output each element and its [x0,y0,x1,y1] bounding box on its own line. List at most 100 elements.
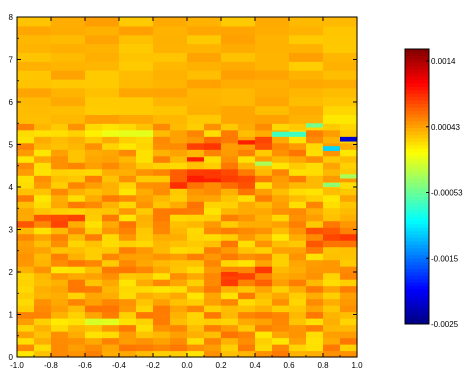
heatmap-cell [289,17,324,27]
heatmap-cell [340,285,358,293]
heatmap-cell [34,194,52,202]
heatmap-cell [221,279,239,287]
heatmap-cell [102,175,120,183]
heatmap-anomaly-cell [323,182,340,187]
heatmap-cell [255,155,273,163]
heatmap-cell [323,17,358,27]
heatmap-cell [153,149,171,157]
heatmap-cell [34,279,52,287]
heatmap-cell [119,129,137,137]
heatmap-cell [119,266,137,274]
heatmap-cell [136,220,154,228]
heatmap-cell [119,142,137,150]
heatmap-cell [68,227,86,235]
heatmap-cell [119,17,154,27]
colorbar-tick-label: 0.0014 [431,57,456,66]
heatmap-cell [170,298,188,306]
heatmap-cell [323,311,341,319]
heatmap-cell [153,114,188,124]
heatmap-cell [102,194,120,202]
heatmap-cell [170,272,188,280]
colorbar-segment [405,299,429,304]
heatmap-cell [85,285,103,293]
heatmap-cell [221,311,239,319]
heatmap-cell [204,136,222,144]
x-axis: -1.0 -0.8 -0.6 -0.4 -0.2 0.0 0.2 0.4 0.6 0.8 1.0 [10,17,363,370]
heatmap-cell [136,266,154,274]
heatmap-cell [85,175,103,183]
heatmap-cell [238,246,256,254]
heatmap-cell [289,279,307,287]
heatmap-cell [34,142,52,150]
heatmap-cell [221,105,256,115]
heatmap-cell [17,162,35,170]
heatmap-cell [323,305,341,313]
heatmap-cell [102,181,120,189]
heatmap-cell [187,96,222,107]
heatmap-cell [221,87,256,98]
heatmap-cell [85,52,120,62]
heatmap-cell [204,285,222,293]
heatmap-cell [306,344,324,352]
heatmap-cell [204,188,222,196]
heatmap-cell [17,70,52,80]
heatmap-cell [187,78,222,89]
heatmap-cell [17,214,35,222]
heatmap-cell [119,240,137,248]
x-tick-label: -0.6 [78,361,92,370]
heatmap-cell [238,259,256,267]
heatmap-cell [255,292,273,300]
heatmap-cell [119,253,137,261]
heatmap-cell [187,181,205,189]
colorbar-segment [405,265,429,270]
heatmap-cell [255,149,273,157]
heatmap-cell [306,337,324,345]
heatmap-cell [119,70,154,80]
heatmap-cell [255,279,273,287]
heatmap-cell [68,318,86,326]
heatmap-cell [289,96,324,107]
heatmap-cell [68,142,86,150]
heatmap-cell [221,214,239,222]
heatmap-cell [136,259,154,267]
heatmap-cell [102,331,120,339]
heatmap-cell [136,253,154,261]
heatmap-cell [85,266,103,274]
heatmap-cell [85,61,120,71]
heatmap-cell [187,129,205,137]
y-tick-label: 8 [9,13,14,22]
heatmap-cell [153,227,171,235]
heatmap-cell [340,155,358,163]
heatmap-cell [340,227,358,235]
heatmap-cell [153,201,171,209]
heatmap-cell [272,266,290,274]
heatmap-cell [136,272,154,280]
heatmap-cell [34,233,52,241]
heatmap-cell [153,240,171,248]
heatmap-cell [306,253,324,261]
colorbar-segment [405,141,429,146]
heatmap-cell [255,246,273,254]
heatmap-cell [306,181,324,189]
heatmap-cell [34,214,52,222]
heatmap-cell [85,227,103,235]
heatmap-cell [68,162,86,170]
heatmap-cell [153,136,171,144]
heatmap-cell [170,227,188,235]
heatmap-cell [153,123,171,131]
heatmap-cell [17,17,52,27]
heatmap-cell [34,331,52,339]
heatmap-cell [102,220,120,228]
plot-area [17,17,358,358]
heatmap-cell [170,331,188,339]
heatmap-cell [255,272,273,280]
heatmap-cell [187,246,205,254]
heatmap-cell [272,324,290,332]
colorbar-segment [405,69,429,74]
heatmap-cell [17,78,52,89]
heatmap-cell [136,337,154,345]
heatmap-cell [102,246,120,254]
heatmap-cell [170,311,188,319]
heatmap-cell [187,292,205,300]
heatmap-cell [85,34,120,45]
